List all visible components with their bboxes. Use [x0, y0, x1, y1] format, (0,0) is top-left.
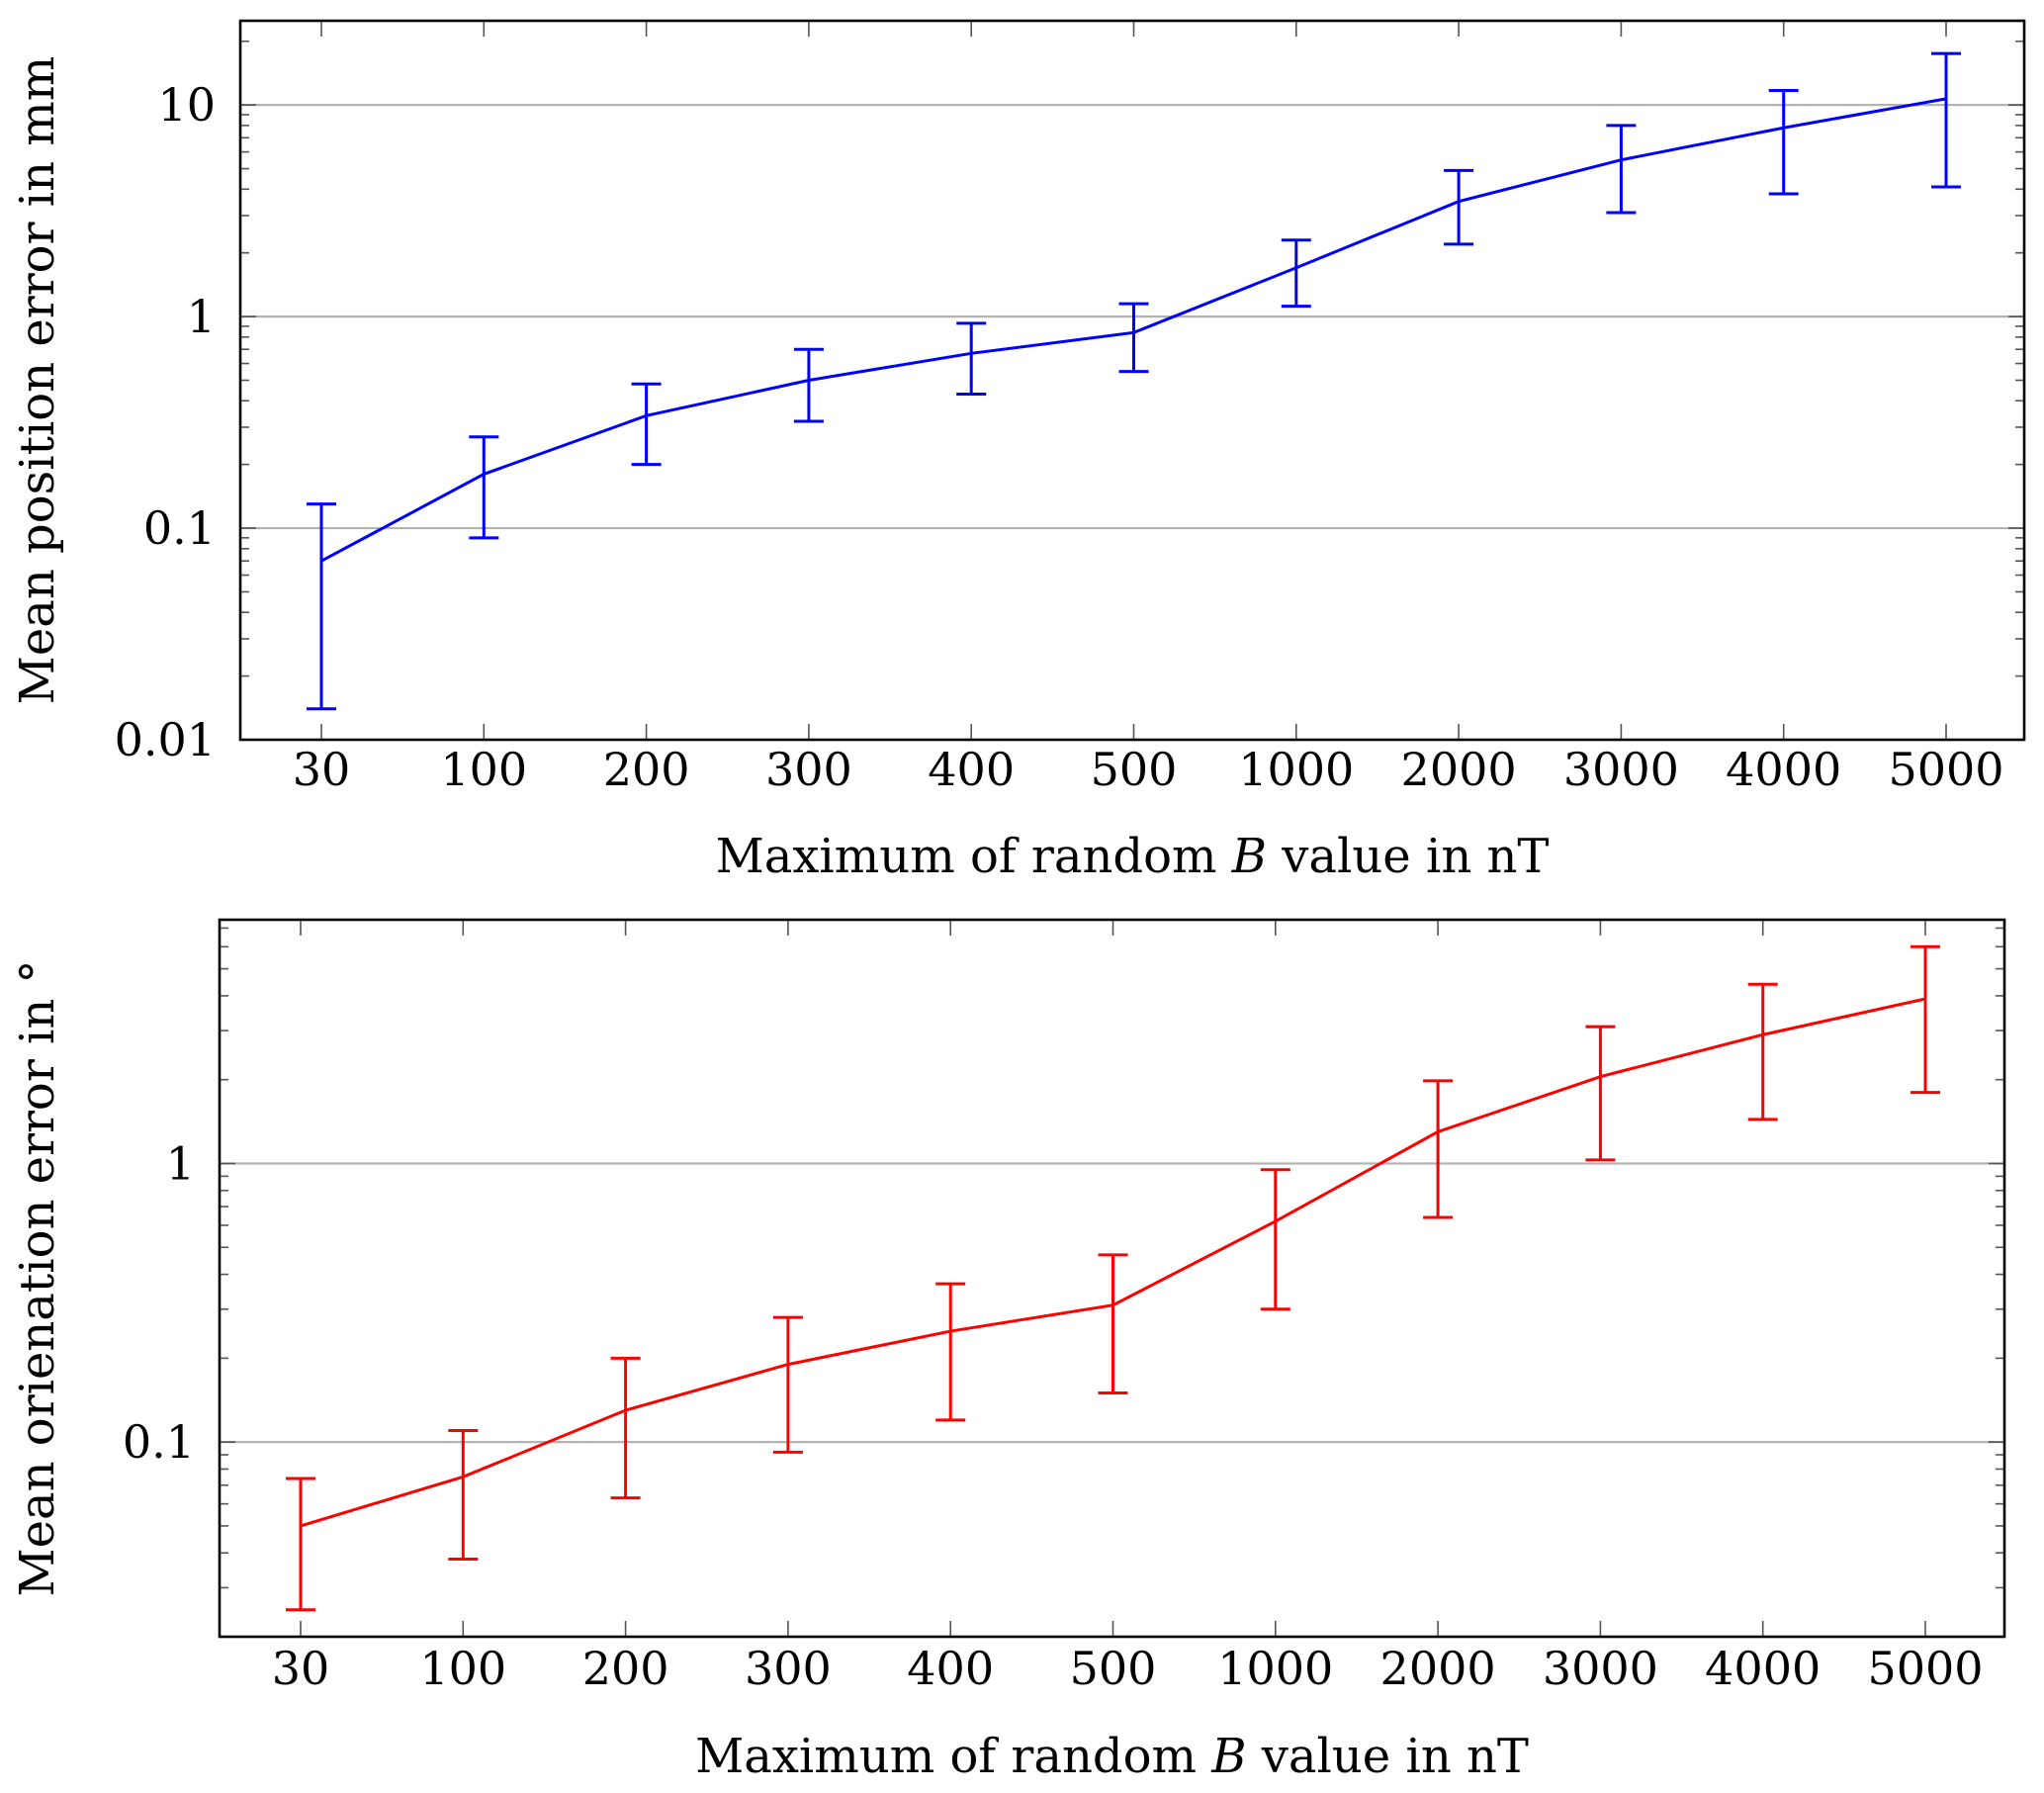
error-bar	[610, 1356, 641, 1500]
y-tick-label: 0.1	[123, 1415, 195, 1469]
error-bar	[631, 382, 662, 467]
error-bar	[772, 1315, 803, 1454]
error-bar	[1118, 302, 1149, 374]
y-tick-label: 1	[187, 290, 216, 343]
error-bar	[1281, 238, 1311, 309]
error-bar	[1585, 1025, 1616, 1162]
x-tick-label: 100	[419, 1642, 506, 1695]
y-tick-label: 10	[157, 78, 216, 132]
error-bar	[935, 1282, 966, 1422]
error-bar	[956, 321, 987, 397]
error-bar	[1098, 1253, 1128, 1395]
x-axis-title: Maximum of random B value in nT	[695, 1729, 1529, 1784]
error-bar	[1768, 89, 1799, 196]
x-tick-label: 3000	[1543, 1642, 1658, 1695]
error-bar	[448, 1428, 479, 1561]
x-tick-label: 400	[928, 743, 1015, 796]
x-tick-label: 30	[293, 743, 351, 796]
y-axis-title: Mean orienation error in °	[10, 959, 65, 1596]
x-tick-label: 500	[1070, 1642, 1157, 1695]
error-bar	[307, 502, 336, 711]
error-bar	[1931, 51, 1961, 189]
error-bar	[793, 347, 824, 423]
error-bar	[469, 435, 499, 540]
x-tick-label: 1000	[1217, 1642, 1333, 1695]
error-bar	[1911, 944, 1940, 1095]
orientation-error-chart: 30 100 200 300 400 500 1000 2000 3000 4000 5000 0.1…	[10, 918, 2006, 1784]
y-tick-label: 0.01	[115, 713, 216, 766]
x-tick-label: 300	[745, 1642, 832, 1695]
x-tick-label: 200	[582, 1642, 669, 1695]
x-tick-label: 300	[765, 743, 852, 796]
x-tick-label: 500	[1091, 743, 1178, 796]
y-tick-label: 0.1	[143, 501, 216, 555]
error-bar	[1260, 1168, 1290, 1311]
x-tick-label: 30	[272, 1642, 330, 1695]
x-tick-label: 1000	[1238, 743, 1354, 796]
error-bar	[1606, 124, 1637, 215]
plot-frame	[238, 19, 2026, 742]
x-tick-label: 3000	[1563, 743, 1679, 796]
x-tick-label: 100	[440, 743, 527, 796]
x-tick-label: 2000	[1401, 743, 1517, 796]
x-tick-label: 200	[603, 743, 690, 796]
error-bar	[1747, 982, 1778, 1121]
plot-frame	[218, 918, 2006, 1639]
x-tick-label: 400	[907, 1642, 994, 1695]
x-tick-label: 5000	[1867, 1642, 1983, 1695]
error-bar	[1423, 1079, 1454, 1219]
x-axis-title: Maximum of random B value in nT	[716, 829, 1550, 884]
x-tick-label: 5000	[1888, 743, 2003, 796]
error-bar	[1444, 168, 1474, 246]
position-error-chart: 30 100 200 300 400 500 1000 2000 3000 4000 5000 0.0…	[10, 19, 2026, 884]
y-axis-title: Mean position error in mm	[10, 56, 65, 705]
y-tick-label: 1	[166, 1136, 195, 1190]
x-tick-label: 4000	[1705, 1642, 1821, 1695]
x-tick-label: 2000	[1380, 1642, 1496, 1695]
x-tick-label: 4000	[1726, 743, 1841, 796]
error-bar	[286, 1477, 315, 1612]
